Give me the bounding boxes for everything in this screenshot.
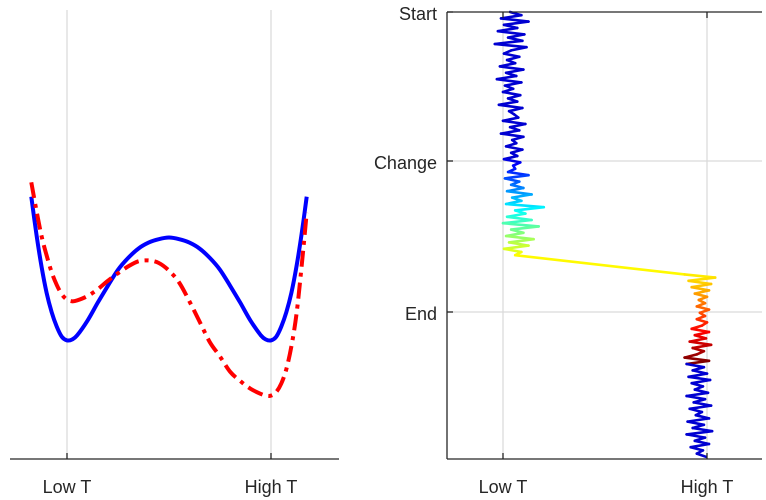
trajectory-segment	[493, 42, 528, 49]
trajectory-segment	[509, 148, 524, 155]
left-series-group	[29, 181, 309, 398]
trajectory-segment	[509, 225, 541, 231]
trajectory-segment	[513, 205, 546, 212]
trajectory-segment	[503, 177, 521, 183]
trajectory-segment	[510, 193, 533, 199]
right-chart: Start Change End Low T High T	[374, 4, 762, 497]
left-x-tick-label-low-t: Low T	[43, 477, 92, 497]
blue-energy-curve	[29, 196, 309, 343]
right-y-tick-label-end: End	[405, 304, 437, 324]
trajectory-segment	[507, 106, 524, 113]
trajectory-segment	[690, 378, 712, 385]
red-energy-curve	[29, 181, 309, 398]
trajectory-segment	[502, 20, 530, 27]
trajectory-segment	[503, 173, 530, 180]
trajectory-segment	[688, 407, 704, 414]
right-x-tick-label-low-t: Low T	[479, 477, 528, 497]
trajectory-segment	[508, 122, 527, 129]
left-chart: Low T High T	[10, 10, 339, 497]
trajectory-segment	[510, 135, 525, 142]
trajectory-segment	[685, 433, 707, 439]
right-y-tick-label-start: Start	[399, 4, 437, 24]
trajectory-segment	[513, 253, 686, 276]
right-y-tick-label-change: Change	[374, 153, 437, 173]
trajectory-segment	[496, 29, 526, 36]
trajectory-segment	[685, 362, 706, 369]
trajectory-segment	[497, 103, 524, 110]
trajectory-segment	[499, 132, 525, 139]
trajectory-segment	[502, 157, 522, 164]
trajectory-segment	[502, 247, 523, 254]
trajectory-segment	[509, 45, 528, 52]
trajectory-segment	[688, 404, 713, 411]
trajectory-segment	[695, 317, 709, 324]
trajectory-segment	[685, 394, 707, 401]
trajectory-segment	[689, 445, 705, 452]
trajectory-segment	[695, 452, 708, 459]
left-x-tick-label-high-t: High T	[245, 477, 298, 497]
right-x-tick-label-high-t: High T	[681, 477, 734, 497]
trajectory-segment	[503, 81, 523, 87]
trajectory-segment	[691, 343, 713, 350]
trajectory-segment	[495, 77, 523, 84]
trajectory-segment	[504, 68, 525, 75]
right-series-group	[493, 10, 717, 459]
